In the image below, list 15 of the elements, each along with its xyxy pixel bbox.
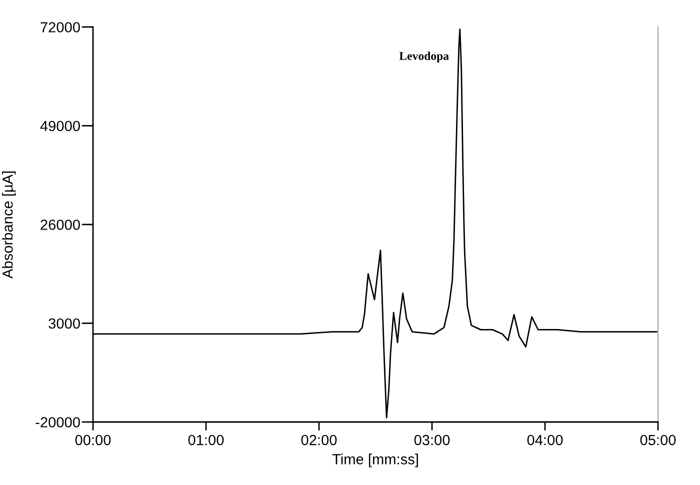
- x-tick-label: 04:00: [527, 434, 563, 446]
- y-tick-label: 72000: [40, 22, 80, 32]
- line-series: [93, 28, 658, 418]
- y-tick-label: 26000: [40, 220, 80, 230]
- x-tick-label: 03:00: [414, 434, 450, 446]
- y-tick-label: 49000: [40, 120, 80, 132]
- x-tick-label: 05:00: [640, 434, 676, 446]
- y-tick-label: -20000: [36, 417, 80, 428]
- x-tick-label: 02:00: [301, 434, 337, 446]
- annotation: Levodopa: [399, 52, 449, 62]
- y-tick-label: 3000: [48, 318, 80, 329]
- x-axis-title: Time [mm:ss]: [332, 454, 418, 468]
- x-tick-label: 00:00: [75, 434, 111, 446]
- x-tick-label: 01:00: [188, 434, 224, 446]
- y-axis-title: Absorbance [µA]: [2, 171, 16, 279]
